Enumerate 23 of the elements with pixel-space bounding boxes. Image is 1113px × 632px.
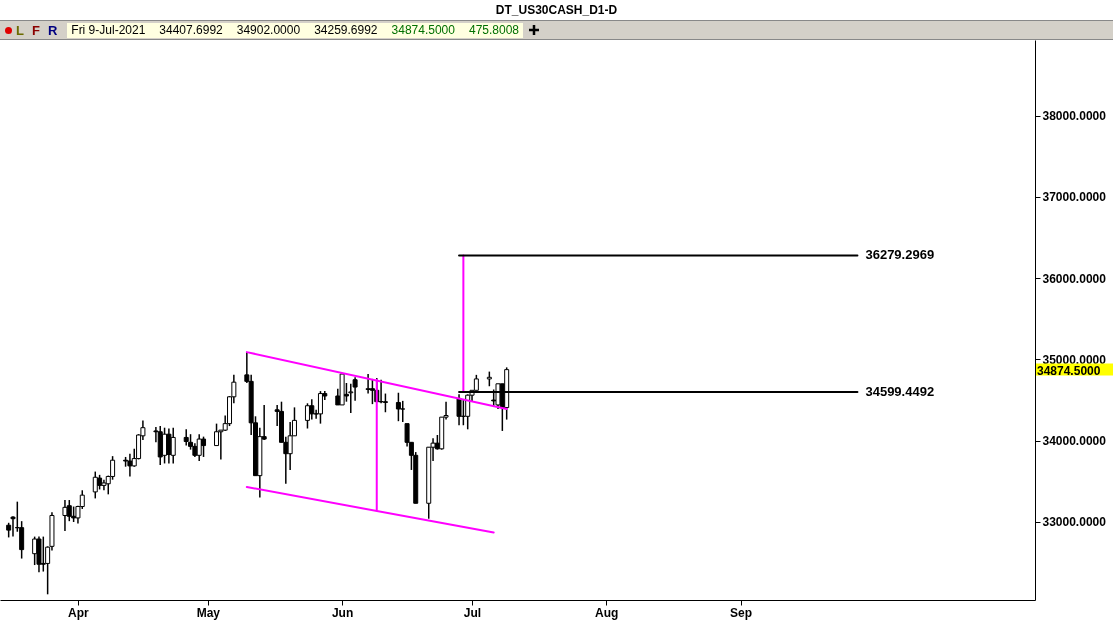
text: 475.8008 <box>468 23 520 37</box>
x-tick-label: May <box>196 605 221 620</box>
text: 34259.6992 <box>314 23 378 37</box>
y-tick-label: 37000.0000 <box>1042 190 1107 205</box>
series-label: 34599.4492 <box>865 383 935 399</box>
text: Fri 9-Jul-2021 <box>71 23 146 37</box>
y-tick-label: 33000.0000 <box>1042 515 1107 530</box>
chart-title: DT_US30CASH_D1-D <box>0 0 1113 21</box>
text: F <box>31 22 40 38</box>
x-tick-label: Jul <box>463 605 482 620</box>
y-tick-label: 34000.0000 <box>1042 434 1107 449</box>
text: 34874.5000 <box>391 23 455 37</box>
x-tick-label: Sep <box>730 605 753 620</box>
text: L <box>16 22 24 38</box>
x-tick-label: Jun <box>331 605 354 620</box>
text: 34902.0000 <box>236 23 301 37</box>
y-tick-label: 38000.0000 <box>1042 109 1107 124</box>
y-tick-label: 36000.0000 <box>1042 271 1107 286</box>
text: R <box>47 22 58 38</box>
text: 34407.6992 <box>159 23 223 37</box>
series-label: 36279.2969 <box>865 247 935 263</box>
x-tick-label: Apr <box>68 605 90 620</box>
x-tick-label: Aug <box>595 605 619 620</box>
